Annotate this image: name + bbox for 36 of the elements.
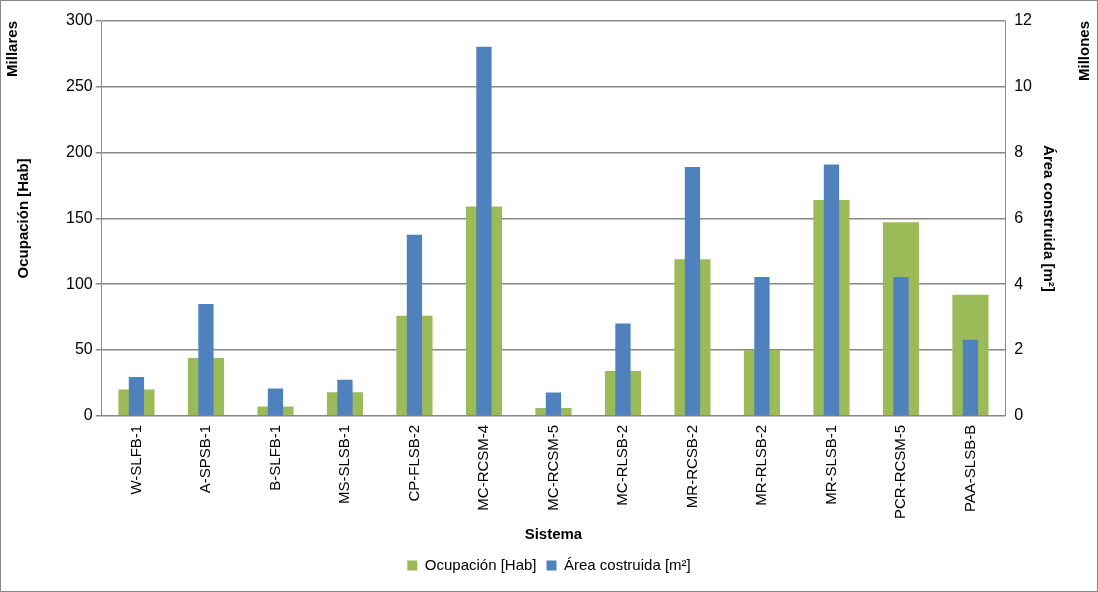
x-axis-title: Sistema — [524, 525, 583, 543]
y-tick-label: 150 — [65, 208, 93, 226]
x-tick-label: PCR-RCSM-5 — [891, 424, 909, 519]
x-tick-label: A-SPSB-1 — [196, 424, 214, 494]
x-tick-label: MR-RLSB-2 — [752, 424, 770, 506]
y-tick-label: 200 — [65, 143, 93, 161]
y2-tick-label: 8 — [1014, 143, 1024, 161]
y2-tick-label: 6 — [1014, 208, 1024, 226]
y2-tick-label: 4 — [1014, 274, 1024, 292]
y2-tick-label: 10 — [1014, 77, 1033, 95]
y-tick-label: 0 — [83, 406, 93, 424]
x-tick-label: PAA-SLSB-B — [960, 424, 978, 513]
y-tick-label: 50 — [74, 340, 93, 358]
bar — [962, 339, 979, 416]
x-tick-label: CP-FLSB-2 — [404, 424, 422, 502]
y-axis-title: Ocupación [Hab] — [14, 158, 32, 279]
legend-label: Área costruida [m²] — [564, 555, 691, 573]
text: Millones — [1075, 21, 1093, 82]
y-tick-label: 250 — [65, 77, 93, 95]
y2-axis-title: Área construida [m²] — [1040, 145, 1058, 292]
y2-tick-label: 0 — [1014, 406, 1024, 424]
x-tick-label: MC-RCSM-4 — [474, 424, 492, 511]
x-tick-label: MS-SLSB-1 — [335, 424, 353, 505]
x-tick-label: W-SLFB-1 — [126, 424, 144, 495]
x-tick-label: MC-RCSM-5 — [543, 424, 561, 511]
legend-label: Ocupación [Hab] — [424, 555, 537, 573]
y-tick-label: 300 — [65, 11, 93, 29]
bar — [893, 276, 909, 416]
y-tick-label: 100 — [65, 274, 93, 292]
x-tick-label: MC-RLSB-2 — [613, 424, 631, 506]
x-tick-label: MR-SLSB-1 — [821, 424, 839, 505]
x-tick-label: MR-RCSB-2 — [682, 424, 700, 509]
y2-tick-label: 12 — [1014, 11, 1033, 29]
text: Millares — [3, 21, 21, 77]
y2-tick-label: 2 — [1014, 340, 1024, 358]
x-tick-label: B-SLFB-1 — [265, 424, 283, 491]
